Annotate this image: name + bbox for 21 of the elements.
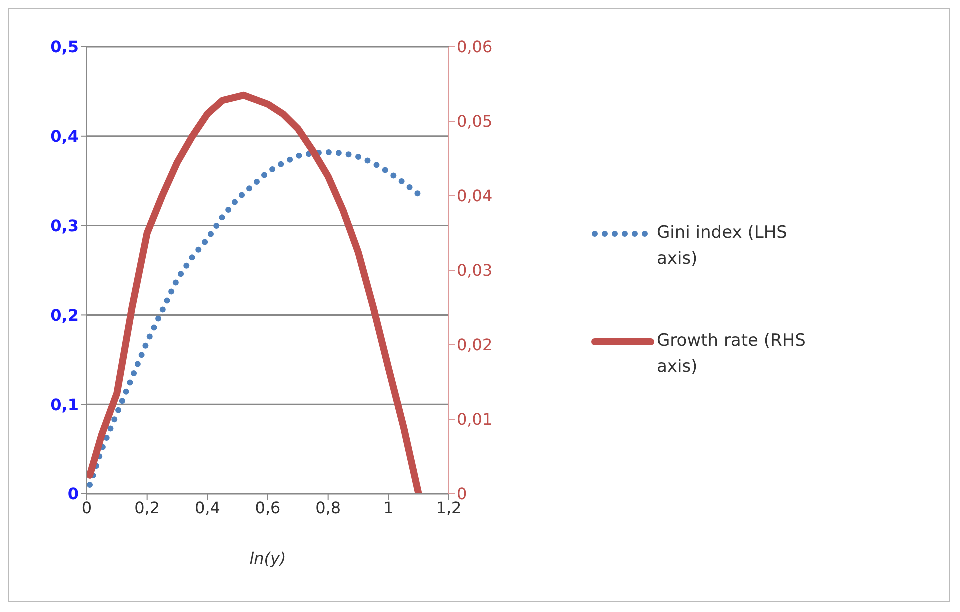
y-tick-label: 0,1 [50,395,79,414]
x-tick-label: 0,2 [134,498,160,518]
y2-tick-label: 0,03 [457,261,493,280]
legend-label: Growth rate (RHS axis) [657,330,807,378]
y-tick-label: 0,3 [50,216,79,236]
y2-tick-label: 0,04 [457,186,493,206]
x-tick-label: 0 [82,498,92,518]
x-tick-label: 1 [384,498,394,518]
x-axis-title: ln(y) [250,549,286,568]
y-tick-label: 0,2 [50,306,79,325]
x-tick-label: 0,6 [255,498,281,518]
legend-label: Gini index (LHS axis) [657,222,788,270]
y-tick-label: 0,5 [50,38,79,57]
y2-tick-label: 0,01 [457,410,493,430]
y2-tick-label: 0,05 [457,112,493,132]
y2-tick-label: 0,06 [457,38,493,57]
y2-tick-label: 0,02 [457,336,493,355]
x-tick-label: 0,4 [194,498,220,518]
x-tick-label: 0,8 [316,498,342,518]
y-tick-label: 0 [68,484,79,504]
y-tick-label: 0,4 [50,127,79,146]
